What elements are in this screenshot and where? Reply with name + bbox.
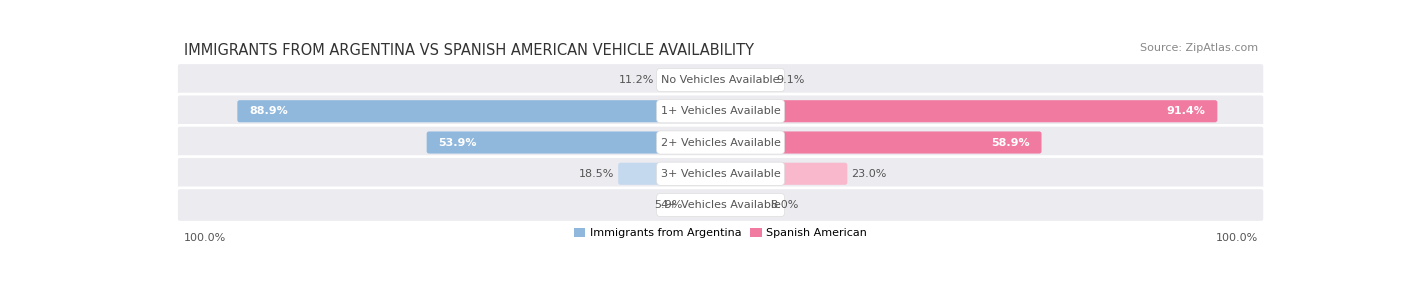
Text: 58.9%: 58.9% — [991, 138, 1029, 148]
Text: 100.0%: 100.0% — [184, 233, 226, 243]
Text: 2+ Vehicles Available: 2+ Vehicles Available — [661, 138, 780, 148]
FancyBboxPatch shape — [718, 194, 766, 216]
FancyBboxPatch shape — [177, 188, 1264, 222]
FancyBboxPatch shape — [657, 68, 785, 92]
FancyBboxPatch shape — [177, 94, 1264, 128]
Text: 18.5%: 18.5% — [579, 169, 614, 179]
FancyBboxPatch shape — [718, 132, 1042, 154]
FancyBboxPatch shape — [718, 100, 1218, 122]
Text: 11.2%: 11.2% — [619, 75, 654, 85]
Text: 8.0%: 8.0% — [770, 200, 799, 210]
FancyBboxPatch shape — [657, 193, 785, 217]
Text: 88.9%: 88.9% — [249, 106, 288, 116]
FancyBboxPatch shape — [658, 69, 723, 91]
FancyBboxPatch shape — [177, 157, 1264, 191]
Text: 4+ Vehicles Available: 4+ Vehicles Available — [661, 200, 780, 210]
Text: No Vehicles Available: No Vehicles Available — [661, 75, 780, 85]
Text: 5.9%: 5.9% — [654, 200, 682, 210]
Legend: Immigrants from Argentina, Spanish American: Immigrants from Argentina, Spanish Ameri… — [569, 224, 872, 243]
Text: 3+ Vehicles Available: 3+ Vehicles Available — [661, 169, 780, 179]
FancyBboxPatch shape — [177, 125, 1264, 160]
Text: 23.0%: 23.0% — [851, 169, 887, 179]
FancyBboxPatch shape — [177, 63, 1264, 97]
FancyBboxPatch shape — [657, 100, 785, 123]
Text: 1+ Vehicles Available: 1+ Vehicles Available — [661, 106, 780, 116]
FancyBboxPatch shape — [619, 163, 723, 185]
FancyBboxPatch shape — [657, 131, 785, 154]
Text: 91.4%: 91.4% — [1167, 106, 1206, 116]
FancyBboxPatch shape — [238, 100, 723, 122]
FancyBboxPatch shape — [718, 163, 848, 185]
FancyBboxPatch shape — [657, 162, 785, 185]
FancyBboxPatch shape — [718, 69, 772, 91]
Text: 53.9%: 53.9% — [439, 138, 477, 148]
Text: IMMIGRANTS FROM ARGENTINA VS SPANISH AMERICAN VEHICLE AVAILABILITY: IMMIGRANTS FROM ARGENTINA VS SPANISH AME… — [184, 43, 754, 58]
Text: Source: ZipAtlas.com: Source: ZipAtlas.com — [1139, 43, 1257, 53]
FancyBboxPatch shape — [426, 132, 723, 154]
Text: 9.1%: 9.1% — [776, 75, 804, 85]
FancyBboxPatch shape — [686, 194, 723, 216]
Text: 100.0%: 100.0% — [1215, 233, 1257, 243]
